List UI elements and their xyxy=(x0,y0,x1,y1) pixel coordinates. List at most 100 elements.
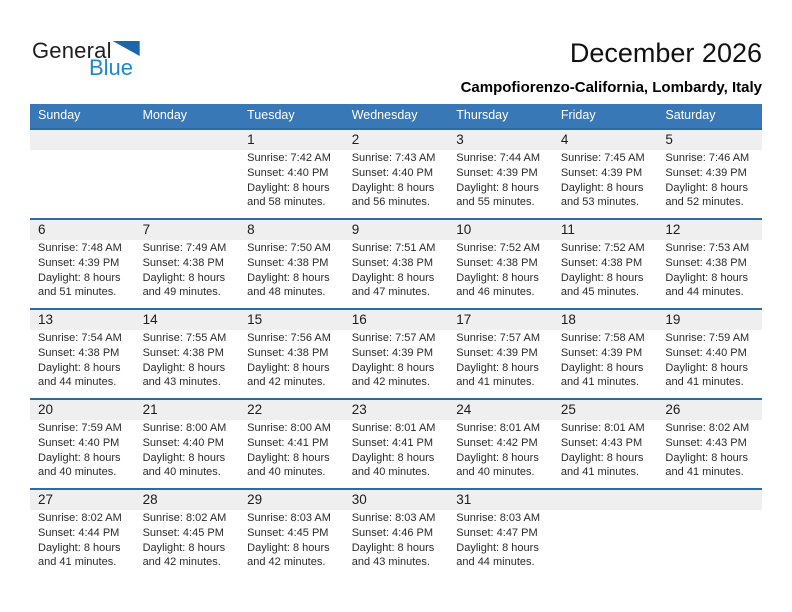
day-number: 19 xyxy=(665,312,681,327)
sunset-line: Sunset: 4:39 PM xyxy=(560,166,643,179)
daylight-line-2: and 41 minutes. xyxy=(665,376,744,389)
calendar-weeks: 1 2 3 4 5 Sunrise: 7:42 AM Sunset: 4:40 PM Dayl… xyxy=(30,128,762,578)
day-number: 10 xyxy=(456,222,472,237)
sunset-line: Sunset: 4:39 PM xyxy=(456,166,538,179)
daylight-line-2: and 42 minutes. xyxy=(142,556,221,569)
day-cell-details: Sunrise: 7:55 AM Sunset: 4:38 PM Daylight:… xyxy=(135,330,240,398)
weekday-header-monday: Monday xyxy=(142,108,188,122)
sunset-line: Sunset: 4:40 PM xyxy=(351,166,434,179)
empty-day-number xyxy=(657,490,762,510)
day-cell-details: Sunrise: 8:03 AM Sunset: 4:46 PM Daylight:… xyxy=(344,510,449,578)
daylight-line-2: and 42 minutes. xyxy=(247,376,326,389)
empty-day-number xyxy=(30,130,135,150)
page-title: December 2026 xyxy=(569,38,762,68)
daylight-line-1: Daylight: 8 hours xyxy=(560,361,644,374)
sunrise-line: Sunrise: 7:51 AM xyxy=(351,242,436,254)
sunrise-line: Sunrise: 7:44 AM xyxy=(456,152,541,164)
day-cell-details: Sunrise: 7:58 AM Sunset: 4:39 PM Daylight:… xyxy=(553,330,658,398)
day-number: 12 xyxy=(665,222,681,237)
daylight-line-2: and 53 minutes. xyxy=(560,196,640,209)
daylight-line-1: Daylight: 8 hours xyxy=(560,451,644,464)
day-cell-details: Sunrise: 7:49 AM Sunset: 4:38 PM Daylight:… xyxy=(135,240,240,308)
day-number: 16 xyxy=(351,312,367,327)
sunrise-line: Sunrise: 7:57 AM xyxy=(351,332,436,344)
sunrise-line: Sunrise: 8:01 AM xyxy=(351,422,436,434)
sunrise-line: Sunrise: 7:49 AM xyxy=(142,242,227,254)
day-number: 14 xyxy=(142,312,158,327)
daylight-line-1: Daylight: 8 hours xyxy=(351,181,435,194)
day-number-strip: 13 14 15 16 17 18 19 xyxy=(30,310,762,330)
sunset-line: Sunset: 4:38 PM xyxy=(456,256,538,269)
day-number-strip: 6 7 8 9 10 11 12 xyxy=(30,220,762,240)
daylight-line-1: Daylight: 8 hours xyxy=(456,451,539,464)
week-row: 20 21 22 23 24 25 26 Sunrise: 7:59 AM Sunset: 4:… xyxy=(30,398,762,488)
daylight-line-2: and 41 minutes. xyxy=(665,466,744,479)
day-cell-details: Sunrise: 8:00 AM Sunset: 4:41 PM Daylight:… xyxy=(239,420,344,488)
sunset-line: Sunset: 4:41 PM xyxy=(351,436,434,449)
daylight-line-2: and 46 minutes. xyxy=(456,286,535,299)
weekday-header-friday: Friday xyxy=(560,108,596,122)
daylight-line-2: and 56 minutes. xyxy=(351,196,430,209)
sunrise-line: Sunrise: 8:02 AM xyxy=(38,512,122,524)
sunrise-line: Sunrise: 7:56 AM xyxy=(247,332,331,344)
week-row: 13 14 15 16 17 18 19 Sunrise: 7:54 AM Sunset: 4:… xyxy=(30,308,762,398)
empty-day-number xyxy=(553,490,658,510)
daylight-line-2: and 58 minutes. xyxy=(247,196,326,209)
daylight-line-2: and 41 minutes. xyxy=(560,466,640,479)
day-number: 25 xyxy=(560,402,576,417)
daylight-line-1: Daylight: 8 hours xyxy=(665,271,748,284)
sunset-line: Sunset: 4:38 PM xyxy=(351,256,434,269)
daylight-line-1: Daylight: 8 hours xyxy=(456,181,539,194)
day-number: 24 xyxy=(456,402,472,417)
sunset-line: Sunset: 4:43 PM xyxy=(665,436,747,449)
day-detail-strip: Sunrise: 8:02 AM Sunset: 4:44 PM Daylight:… xyxy=(30,510,762,578)
day-number: 2 xyxy=(351,132,360,147)
day-number: 13 xyxy=(38,312,54,327)
logo-triangle-icon xyxy=(112,41,140,56)
daylight-line-1: Daylight: 8 hours xyxy=(38,361,121,374)
daylight-line-2: and 51 minutes. xyxy=(38,286,117,299)
sunset-line: Sunset: 4:39 PM xyxy=(560,346,643,359)
daylight-line-1: Daylight: 8 hours xyxy=(351,541,435,554)
sunrise-line: Sunrise: 7:59 AM xyxy=(38,422,122,434)
day-number: 28 xyxy=(142,492,158,507)
sunrise-line: Sunrise: 7:58 AM xyxy=(560,332,645,344)
day-cell-details: Sunrise: 7:56 AM Sunset: 4:38 PM Daylight:… xyxy=(239,330,344,398)
daylight-line-2: and 43 minutes. xyxy=(142,376,221,389)
daylight-line-1: Daylight: 8 hours xyxy=(456,361,539,374)
sunrise-line: Sunrise: 8:02 AM xyxy=(142,512,227,524)
daylight-line-2: and 44 minutes. xyxy=(665,286,744,299)
daylight-line-1: Daylight: 8 hours xyxy=(456,541,539,554)
day-number: 7 xyxy=(142,222,151,237)
daylight-line-1: Daylight: 8 hours xyxy=(247,361,330,374)
sunset-line: Sunset: 4:38 PM xyxy=(142,346,224,359)
day-number: 29 xyxy=(247,492,263,507)
sunset-line: Sunset: 4:40 PM xyxy=(247,166,329,179)
sunset-line: Sunset: 4:40 PM xyxy=(38,436,120,449)
logo-text-blue: Blue xyxy=(89,55,134,80)
day-number: 4 xyxy=(560,132,569,147)
sunrise-line: Sunrise: 8:01 AM xyxy=(456,422,541,434)
sunrise-line: Sunrise: 7:45 AM xyxy=(560,152,645,164)
sunrise-line: Sunrise: 7:57 AM xyxy=(456,332,541,344)
daylight-line-2: and 42 minutes. xyxy=(247,556,326,569)
day-number: 5 xyxy=(665,132,673,147)
day-number: 18 xyxy=(560,312,576,327)
sunset-line: Sunset: 4:38 PM xyxy=(38,346,120,359)
sunset-line: Sunset: 4:38 PM xyxy=(247,346,329,359)
daylight-line-1: Daylight: 8 hours xyxy=(665,181,748,194)
general-blue-logo: General Blue xyxy=(32,40,162,80)
day-detail-strip: Sunrise: 7:42 AM Sunset: 4:40 PM Daylight:… xyxy=(30,150,762,218)
sunrise-line: Sunrise: 7:52 AM xyxy=(456,242,541,254)
sunrise-line: Sunrise: 7:42 AM xyxy=(247,152,331,164)
day-cell-details: Sunrise: 8:01 AM Sunset: 4:42 PM Daylight:… xyxy=(448,420,553,488)
daylight-line-2: and 42 minutes. xyxy=(351,376,430,389)
daylight-line-1: Daylight: 8 hours xyxy=(247,451,330,464)
daylight-line-2: and 40 minutes. xyxy=(456,466,535,479)
daylight-line-1: Daylight: 8 hours xyxy=(38,541,121,554)
weekday-header-wednesday: Wednesday xyxy=(351,108,418,122)
day-cell-details: Sunrise: 8:00 AM Sunset: 4:40 PM Daylight:… xyxy=(135,420,240,488)
daylight-line-1: Daylight: 8 hours xyxy=(38,271,121,284)
weekday-header-saturday: Saturday xyxy=(665,108,716,122)
